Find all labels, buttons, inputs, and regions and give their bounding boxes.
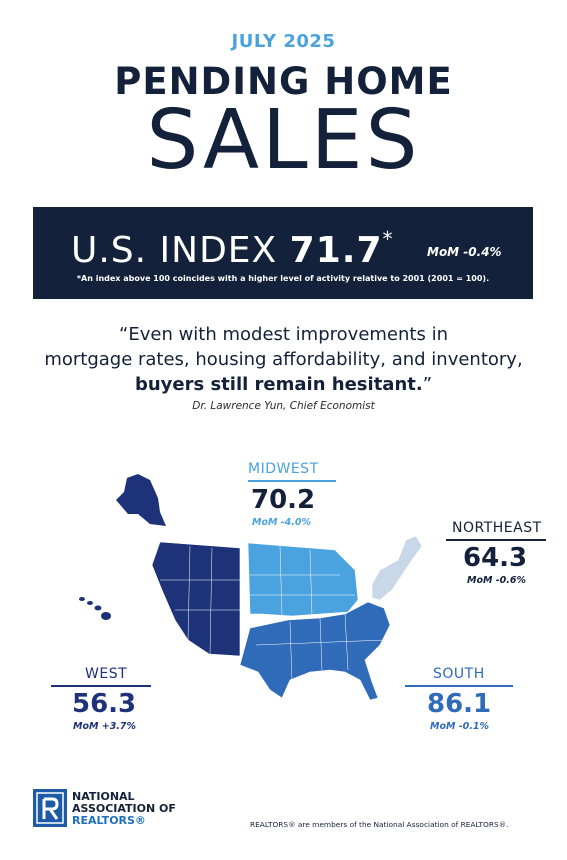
northeast-divider bbox=[446, 539, 546, 541]
south-divider bbox=[405, 685, 513, 687]
state-lines bbox=[160, 545, 386, 681]
us-index-footnote: *An index above 100 coincides with a hig… bbox=[76, 274, 490, 283]
northeast-mom: MoM -0.6% bbox=[467, 575, 527, 586]
west-divider bbox=[51, 685, 151, 687]
title-line-2: SALES bbox=[146, 93, 421, 188]
northeast-value: 64.3 bbox=[463, 543, 528, 573]
west-label: WEST bbox=[85, 666, 128, 682]
quote-author: Dr. Lawrence Yun, Chief Economist bbox=[192, 400, 375, 412]
south-label: SOUTH bbox=[433, 666, 485, 682]
quote: “Even with modest improvements in mortga… bbox=[0, 322, 567, 397]
us-index-label: U.S. INDEX bbox=[71, 230, 278, 271]
us-index-headline: U.S. INDEX 71.7* bbox=[71, 227, 394, 271]
midwest-mom: MoM -4.0% bbox=[252, 517, 312, 528]
us-index-value: 71.7 bbox=[289, 230, 383, 271]
us-regions-map bbox=[79, 474, 423, 701]
footer-disclaimer: REALTORS® are members of the National As… bbox=[250, 820, 509, 829]
west-region-shape bbox=[151, 541, 241, 657]
hawaii-shape bbox=[79, 597, 111, 620]
us-index-banner: U.S. INDEX 71.7* MoM -0.4% *An index abo… bbox=[33, 207, 533, 299]
quote-line-3: buyers still remain hesitant.” bbox=[0, 372, 567, 397]
west-value: 56.3 bbox=[72, 689, 137, 719]
org-name-line-2: ASSOCIATION OF bbox=[72, 802, 176, 815]
west-mom: MoM +3.7% bbox=[73, 721, 137, 732]
midwest-region-shape bbox=[247, 542, 359, 617]
org-name-line-3: REALTORS® bbox=[72, 814, 146, 827]
quote-line-1: “Even with modest improvements in bbox=[119, 324, 448, 345]
us-index-asterisk: * bbox=[382, 227, 394, 251]
midwest-value: 70.2 bbox=[251, 485, 316, 515]
quote-emphasis: buyers still remain hesitant. bbox=[134, 374, 423, 395]
south-region-shape bbox=[239, 601, 391, 701]
midwest-divider bbox=[248, 480, 336, 482]
org-name: NATIONAL ASSOCIATION OF REALTORS® bbox=[72, 791, 176, 827]
midwest-label: MIDWEST bbox=[248, 461, 319, 477]
south-mom: MoM -0.1% bbox=[430, 721, 490, 732]
northeast-label: NORTHEAST bbox=[452, 520, 542, 536]
title-line-1: PENDING HOME bbox=[114, 60, 453, 103]
us-index-mom: MoM -0.4% bbox=[427, 245, 502, 259]
alaska-shape bbox=[116, 474, 166, 526]
quote-close-mark: ” bbox=[422, 374, 433, 395]
realtor-logo-icon bbox=[33, 789, 67, 827]
report-month: JULY 2025 bbox=[231, 31, 336, 52]
org-name-line-1: NATIONAL bbox=[72, 790, 135, 803]
quote-line-2: mortgage rates, housing affordability, a… bbox=[44, 349, 523, 370]
south-value: 86.1 bbox=[427, 689, 492, 719]
northeast-region-shape bbox=[371, 535, 423, 601]
